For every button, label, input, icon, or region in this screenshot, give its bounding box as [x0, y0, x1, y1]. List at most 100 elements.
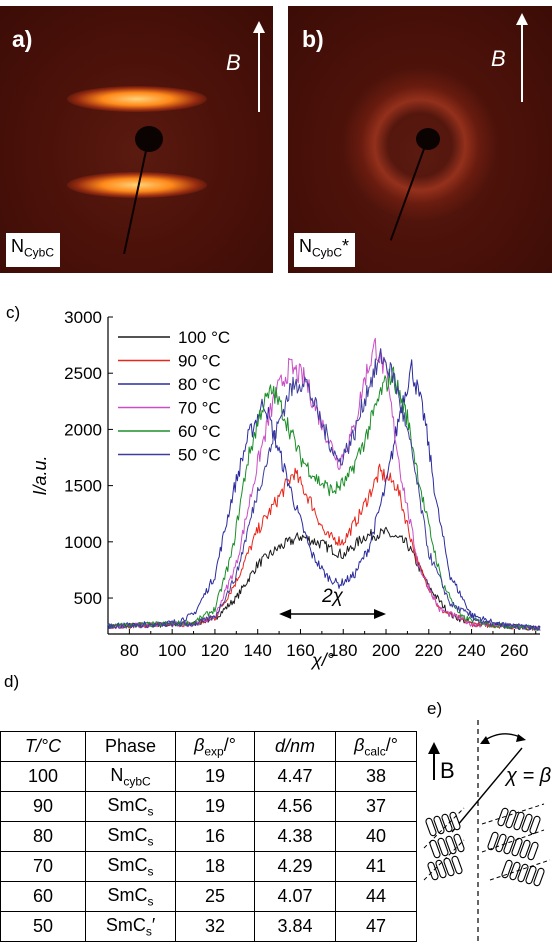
- cell-d-spacing: 3.84: [254, 911, 336, 942]
- legend-label: 100 °C: [178, 328, 230, 347]
- molecule: [503, 835, 515, 855]
- y-tick-label: 1500: [64, 477, 102, 496]
- molecule-clusters: [423, 803, 551, 887]
- x-tick-label: 100: [158, 641, 186, 660]
- table-row: 60 SmCs 25 4.07 44: [0, 881, 417, 912]
- cell-phase: SmCs: [85, 821, 176, 852]
- header-temperature: T/°C: [0, 731, 86, 762]
- cell-phase: SmCs: [85, 851, 176, 882]
- layer-boundary: [423, 839, 465, 881]
- cell-temperature: 70: [0, 851, 86, 882]
- cell-d-spacing: 4.56: [254, 791, 336, 822]
- cell-temperature: 100: [0, 761, 86, 792]
- molecule: [519, 839, 531, 859]
- x-tick-label: 120: [201, 641, 229, 660]
- molecule: [527, 841, 539, 861]
- header-beta-exp: βexp/°: [175, 731, 255, 762]
- chi-beta-label: χ = β: [504, 765, 551, 787]
- panel-a-label: a): [12, 26, 33, 52]
- x-axis-title: χ/°: [310, 650, 334, 670]
- molecule: [533, 867, 545, 887]
- cell-d-spacing: 4.07: [254, 881, 336, 912]
- legend-label: 90 °C: [178, 352, 221, 371]
- span-arrow-left-icon: [279, 609, 292, 619]
- field-b-label: B: [491, 46, 506, 71]
- y-tick-label: 1000: [64, 533, 102, 552]
- layer-boundary: [489, 859, 551, 881]
- legend-label: 60 °C: [178, 422, 221, 441]
- cell-beta-exp: 25: [175, 881, 255, 912]
- header-d-spacing: d/nm: [254, 731, 336, 762]
- cell-phase: SmCs′: [85, 911, 176, 942]
- cell-beta-calc: 47: [335, 911, 417, 942]
- legend-label: 80 °C: [178, 375, 221, 394]
- molecule: [451, 855, 463, 875]
- arc-arrowhead-icon: [516, 734, 526, 742]
- table-header-row: T/°C Phase βexp/° d/nm βcalc/°: [0, 731, 417, 762]
- x-tick-label: 220: [415, 641, 443, 660]
- cell-beta-calc: 38: [335, 761, 417, 792]
- molecule: [525, 865, 537, 885]
- molecule: [449, 811, 461, 831]
- phase-label-a: NCybC: [6, 233, 61, 267]
- series-line: [107, 359, 541, 631]
- x-tick-label: 240: [457, 641, 485, 660]
- beamstop: [135, 126, 163, 152]
- molecule: [529, 815, 541, 835]
- layer-boundary: [481, 829, 545, 853]
- x-tick-label: 200: [372, 641, 400, 660]
- schematic-field-label: B: [440, 758, 455, 783]
- table-row: 90 SmCs 19 4.56 37: [0, 791, 417, 822]
- molecule: [435, 859, 447, 879]
- tilt-direction-line: [451, 747, 523, 833]
- cell-beta-calc: 40: [335, 821, 417, 852]
- molecule: [513, 811, 525, 831]
- cell-temperature: 60: [0, 881, 86, 912]
- cell-temperature: 50: [0, 911, 86, 942]
- cell-beta-calc: 44: [335, 881, 417, 912]
- molecule: [505, 809, 517, 829]
- molecule: [453, 833, 465, 853]
- intensity-chart: c) 80 100 120 140 160 180 200 220 240 260 500 1000 15…: [6, 303, 541, 670]
- molecule: [501, 859, 513, 879]
- molecule: [509, 861, 521, 881]
- layer-boundary: [423, 807, 465, 849]
- field-b-label: B: [226, 50, 241, 75]
- cell-phase: SmCs: [85, 791, 176, 822]
- field-arrow-icon: [253, 21, 265, 112]
- arc-arrowhead-icon: [480, 736, 490, 744]
- molecule: [425, 817, 437, 837]
- molecule: [445, 835, 457, 855]
- header-beta-calc: βcalc/°: [335, 731, 417, 762]
- table-row: 50 SmCs′ 32 3.84 47: [0, 911, 417, 942]
- span-annotation: 2χ: [321, 586, 344, 607]
- legend-label: 50 °C: [178, 446, 221, 465]
- series-line: [107, 366, 541, 631]
- series-line: [107, 348, 541, 631]
- x-tick-label: 260: [500, 641, 528, 660]
- y-tick-label: 3000: [64, 308, 102, 327]
- cell-phase: NcybC: [85, 761, 176, 792]
- y-tick-label: 500: [74, 589, 102, 608]
- field-arrow-icon: [516, 13, 528, 102]
- diffraction-arc-top: [66, 86, 207, 112]
- molecule: [433, 815, 445, 835]
- y-axis-title: I/a.u.: [30, 455, 50, 495]
- table-row: 70 SmCs 18 4.29 41: [0, 851, 417, 882]
- cell-beta-exp: 18: [175, 851, 255, 882]
- cell-d-spacing: 4.29: [254, 851, 336, 882]
- xray-pattern-a: a) B NCybC: [0, 6, 273, 273]
- table-panel-label: d): [4, 672, 20, 691]
- cell-beta-exp: 19: [175, 761, 255, 792]
- cell-temperature: 80: [0, 821, 86, 852]
- cell-beta-calc: 41: [335, 851, 417, 882]
- chart-panel-label: c): [6, 303, 20, 322]
- schematic-panel-label: e): [427, 699, 443, 718]
- xray-pattern-b: b) B NCybC*: [288, 6, 552, 273]
- cell-beta-exp: 19: [175, 791, 255, 822]
- molecule: [521, 813, 533, 833]
- tilt-schematic: B χ = β: [423, 720, 551, 945]
- layer-boundary: [481, 803, 545, 825]
- table-row: 100 NcybC 19 4.47 38: [0, 761, 417, 792]
